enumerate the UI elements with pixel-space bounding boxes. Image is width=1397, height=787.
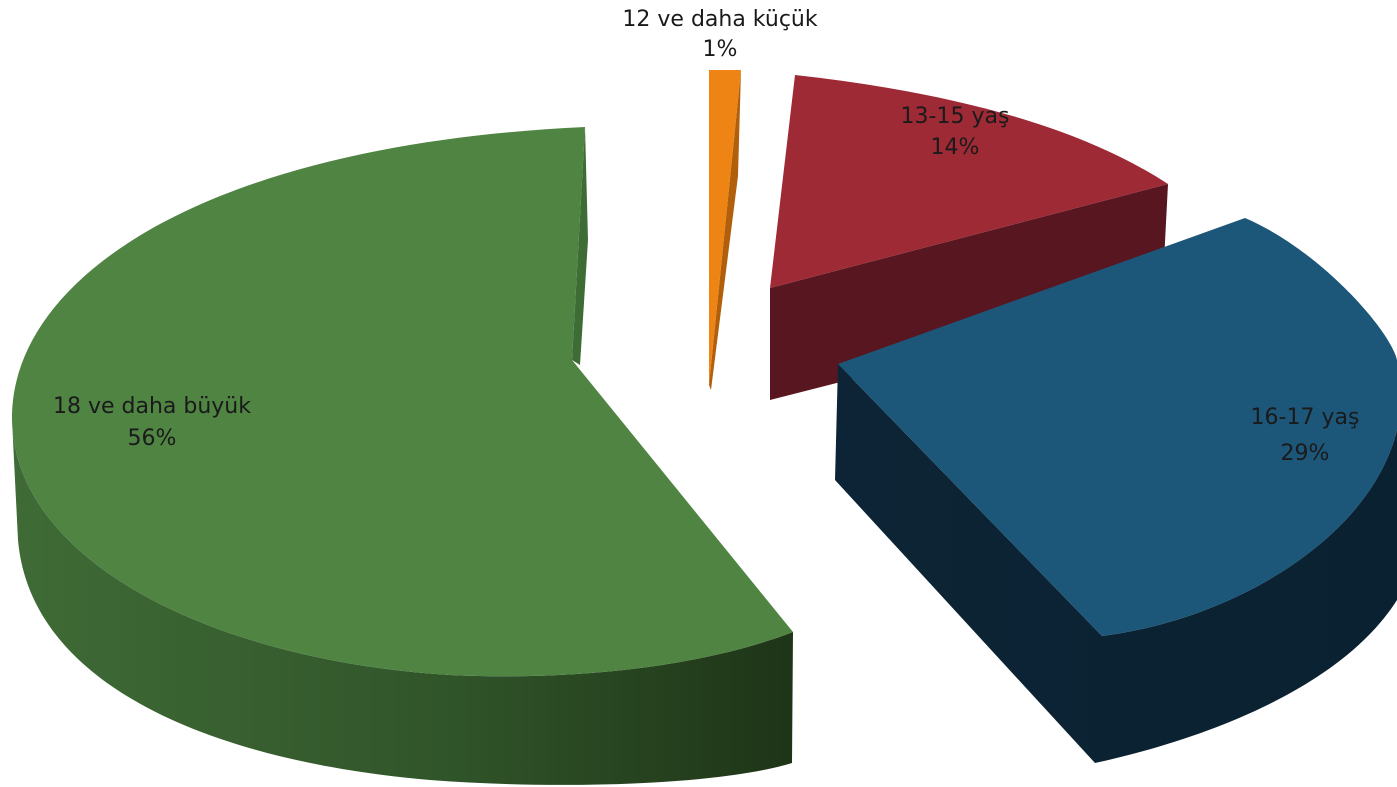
slice-16-17-yas-top <box>838 218 1397 636</box>
data-label-name: 12 ve daha küçük <box>622 7 817 32</box>
slice-18-ve-daha-buyuk-top <box>11 127 793 677</box>
data-label-name: 18 ve daha büyük <box>53 394 251 419</box>
data-label-percent: 29% <box>1281 441 1330 466</box>
data-label-percent: 1% <box>703 37 738 62</box>
slice-16-17-yas-side <box>835 364 1397 763</box>
data-label-name: 16-17 yaş <box>1251 405 1360 430</box>
data-label-percent: 56% <box>128 426 177 451</box>
slice-13-15-yas-side <box>770 184 1168 400</box>
slice-12-ve-daha-kucuk <box>709 70 741 390</box>
slice-18-ve-daha-buyuk-inner-edge <box>572 127 588 365</box>
data-label-name: 13-15 yaş <box>901 104 1010 129</box>
slice-12-ve-daha-kucuk-top <box>709 70 741 385</box>
data-label-percent: 14% <box>931 135 980 160</box>
slice-16-17-yas <box>835 218 1397 763</box>
slice-13-15-yas-top <box>770 75 1168 288</box>
slice-13-15-yas <box>770 75 1168 400</box>
slice-18-ve-daha-buyuk <box>11 127 793 785</box>
slice-18-ve-daha-buyuk-side <box>12 420 793 785</box>
slice-12-ve-daha-kucuk-side <box>709 70 741 390</box>
